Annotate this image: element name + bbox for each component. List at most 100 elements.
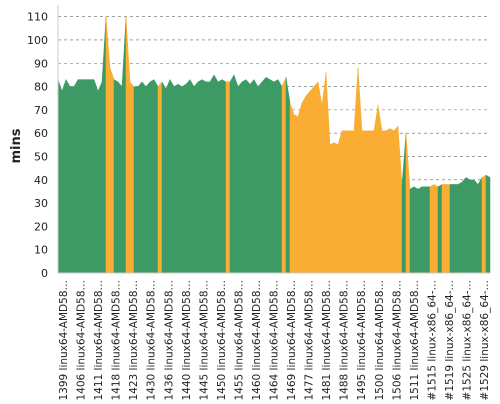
area-segment-passed <box>85 79 91 274</box>
x-tick-label: #1525 linux-x86_64-… <box>461 280 473 400</box>
area-segment-failed <box>337 130 343 274</box>
area-segment-passed <box>217 79 223 274</box>
area-segment-failed <box>481 174 487 274</box>
area-segment-passed <box>269 79 275 274</box>
area-segment-failed <box>305 90 311 274</box>
area-segment-passed <box>273 79 279 274</box>
area-segment-passed <box>181 83 187 274</box>
area-segment-failed <box>317 81 323 274</box>
area-segment-passed <box>189 78 195 274</box>
area-segment-passed <box>469 179 475 274</box>
x-tick-label: #1406 linux64-AMD58… <box>76 280 88 400</box>
area-segment-passed <box>101 16 107 274</box>
area-segment-failed <box>109 67 115 274</box>
y-tick-labels: 0 10 20 30 40 50 60 70 80 90 100 110 <box>27 11 48 280</box>
y-tick-label: 10 <box>34 244 48 257</box>
area-segment-failed <box>301 94 307 274</box>
area-segment-passed <box>169 78 175 274</box>
area-segment-failed <box>329 142 335 274</box>
area-segment-failed <box>385 128 391 274</box>
area-segment-passed <box>485 174 491 274</box>
area-segment-failed <box>289 102 295 274</box>
area-segment-failed <box>357 67 363 274</box>
x-tick-label: #1464 linux64-AMD58… <box>269 280 281 400</box>
area-segment-passed <box>241 79 247 274</box>
area-segment-failed <box>393 125 399 274</box>
area-segment-failed <box>129 81 135 274</box>
area-segment-passed <box>149 79 155 274</box>
area-segment-passed <box>185 78 191 274</box>
area-segment-failed <box>313 81 319 274</box>
area-segment-failed <box>397 126 403 274</box>
y-tick-label: 0 <box>41 267 48 280</box>
area-segment-passed <box>261 76 267 274</box>
x-tick-label: #1495 linux64-AMD58… <box>356 280 368 400</box>
x-tick-label: #1450 linux64-AMD58… <box>216 280 228 400</box>
area-segment-failed <box>309 85 315 274</box>
x-tick-label: #1430 linux64-AMD58… <box>146 280 158 400</box>
area-segment-failed <box>125 16 131 274</box>
area-segment-failed <box>293 114 299 274</box>
area-segment-passed <box>205 81 211 274</box>
area-segment-passed <box>477 176 483 274</box>
area-segment-passed <box>249 78 255 274</box>
x-tick-label: #1515 linux-x86_64-… <box>426 280 438 400</box>
area-segment-passed <box>413 186 419 274</box>
area-segment-passed <box>285 77 291 274</box>
area-segment-passed <box>145 81 151 274</box>
area-segment-passed <box>221 79 227 274</box>
y-tick-label: 50 <box>34 150 48 163</box>
area-segment-failed <box>405 133 411 274</box>
area-segment-failed <box>325 72 331 274</box>
area-segment-failed <box>105 16 111 274</box>
area-segment-failed <box>225 81 231 274</box>
area-segment-passed <box>165 79 171 274</box>
area-segment-passed <box>253 78 259 274</box>
area-segment-passed <box>277 78 283 274</box>
area-segment-failed <box>369 130 375 274</box>
area-segment-passed <box>93 79 99 274</box>
x-tick-label: #1481 linux64-AMD58… <box>321 280 333 400</box>
area-segment-passed <box>449 184 455 274</box>
area-segment-passed <box>89 79 95 274</box>
area-segment-passed <box>141 81 147 274</box>
x-tick-label: #1511 linux64-AMD58… <box>409 280 421 400</box>
area-segment-passed <box>153 78 159 274</box>
x-tick-label: #1477 linux64-AMD58… <box>304 280 316 400</box>
area-segment-passed <box>97 81 103 274</box>
area-segment-passed <box>401 133 407 274</box>
area-segment-passed <box>229 73 235 274</box>
area-segment-passed <box>437 184 443 274</box>
area-segment-passed <box>193 81 199 274</box>
area-segment-passed <box>121 16 127 274</box>
area-segment-failed <box>373 105 379 274</box>
area-segment-failed <box>433 184 439 274</box>
x-tick-label: #1529 linux-x86_64-… <box>479 280 491 400</box>
area-segment-failed <box>281 77 287 274</box>
y-tick-label: 110 <box>27 11 48 24</box>
y-axis-label: mins <box>9 128 24 163</box>
y-tick-label: 90 <box>34 57 48 70</box>
area-segment-failed <box>321 72 327 274</box>
area-segment-failed <box>429 184 435 274</box>
x-tick-labels: #1399 linux64-AMD58… #1406 linux64-AMD58…… <box>58 280 491 404</box>
y-tick-label: 70 <box>34 104 48 117</box>
area-segment-passed <box>113 79 119 274</box>
area-segment-failed <box>441 184 447 274</box>
area-segment-failed <box>157 81 163 274</box>
y-tick-label: 80 <box>34 81 48 94</box>
area-segment-passed <box>213 73 219 274</box>
area-segment-passed <box>417 186 423 274</box>
area-segment-passed <box>465 177 471 274</box>
area-segment-passed <box>197 79 203 274</box>
area-segment-passed <box>421 186 427 274</box>
area-segment-passed <box>73 78 79 274</box>
x-tick-label: #1445 linux64-AMD58… <box>198 280 210 400</box>
area-segment-failed <box>341 130 347 274</box>
area-segment-failed <box>361 130 367 274</box>
x-tick-label: #1436 linux64-AMD58… <box>163 280 175 400</box>
area-segment-passed <box>161 80 167 274</box>
area-segment-passed <box>245 78 251 274</box>
